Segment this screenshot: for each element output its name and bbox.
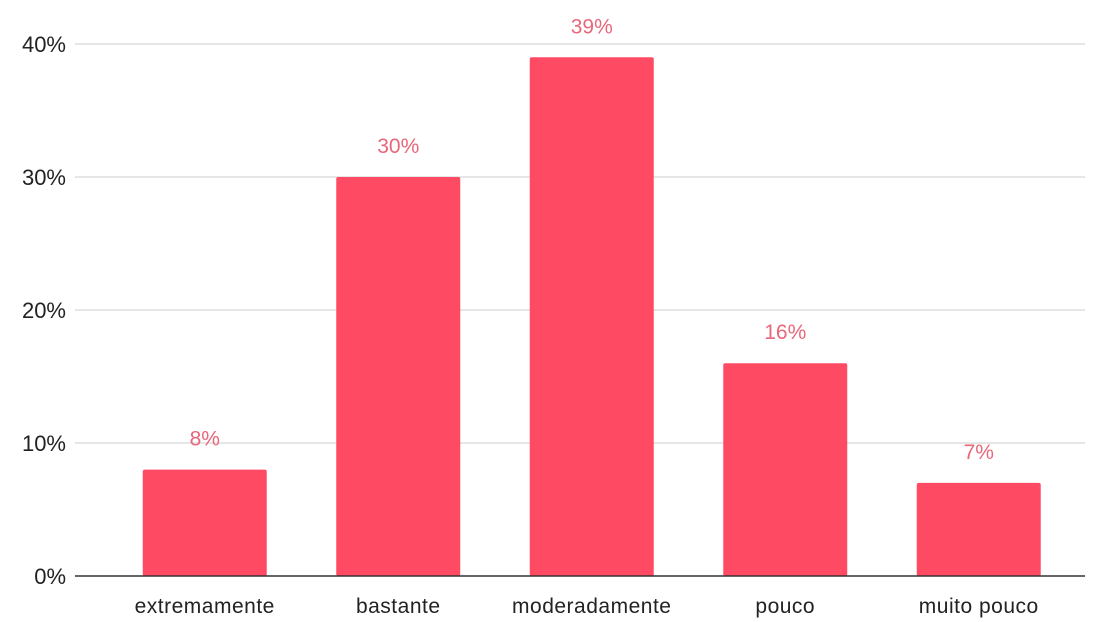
y-tick-label: 20% [22,298,66,323]
data-label: 16% [764,321,806,344]
bar-moderadamente [529,57,654,577]
bar-bastante [336,177,461,576]
data-label: 8% [190,428,220,451]
x-category-label: muito pouco [919,595,1039,618]
y-tick-label: 40% [22,32,66,57]
x-category-label: pouco [755,595,815,618]
x-category-label: extremamente [135,595,275,618]
x-category-label: bastante [356,595,441,618]
bar-extremamente [142,469,267,576]
bar-pouco [723,363,848,576]
data-label: 39% [571,15,613,38]
x-category-label: moderadamente [512,595,671,618]
bars [142,57,1041,577]
data-label: 7% [964,441,994,464]
y-axis-tick-labels: 0% 10% 20% 30% 40% [22,32,66,589]
y-tick-label: 0% [34,564,66,589]
y-tick-label: 10% [22,431,66,456]
y-tick-label: 30% [22,165,66,190]
x-axis-category-labels: extremamente bastante moderadamente pouco mu… [135,595,1039,618]
bar-muito-pouco [916,482,1041,576]
data-label: 30% [377,135,419,158]
data-labels: 8% 30% 39% 16% 7% [190,15,994,464]
